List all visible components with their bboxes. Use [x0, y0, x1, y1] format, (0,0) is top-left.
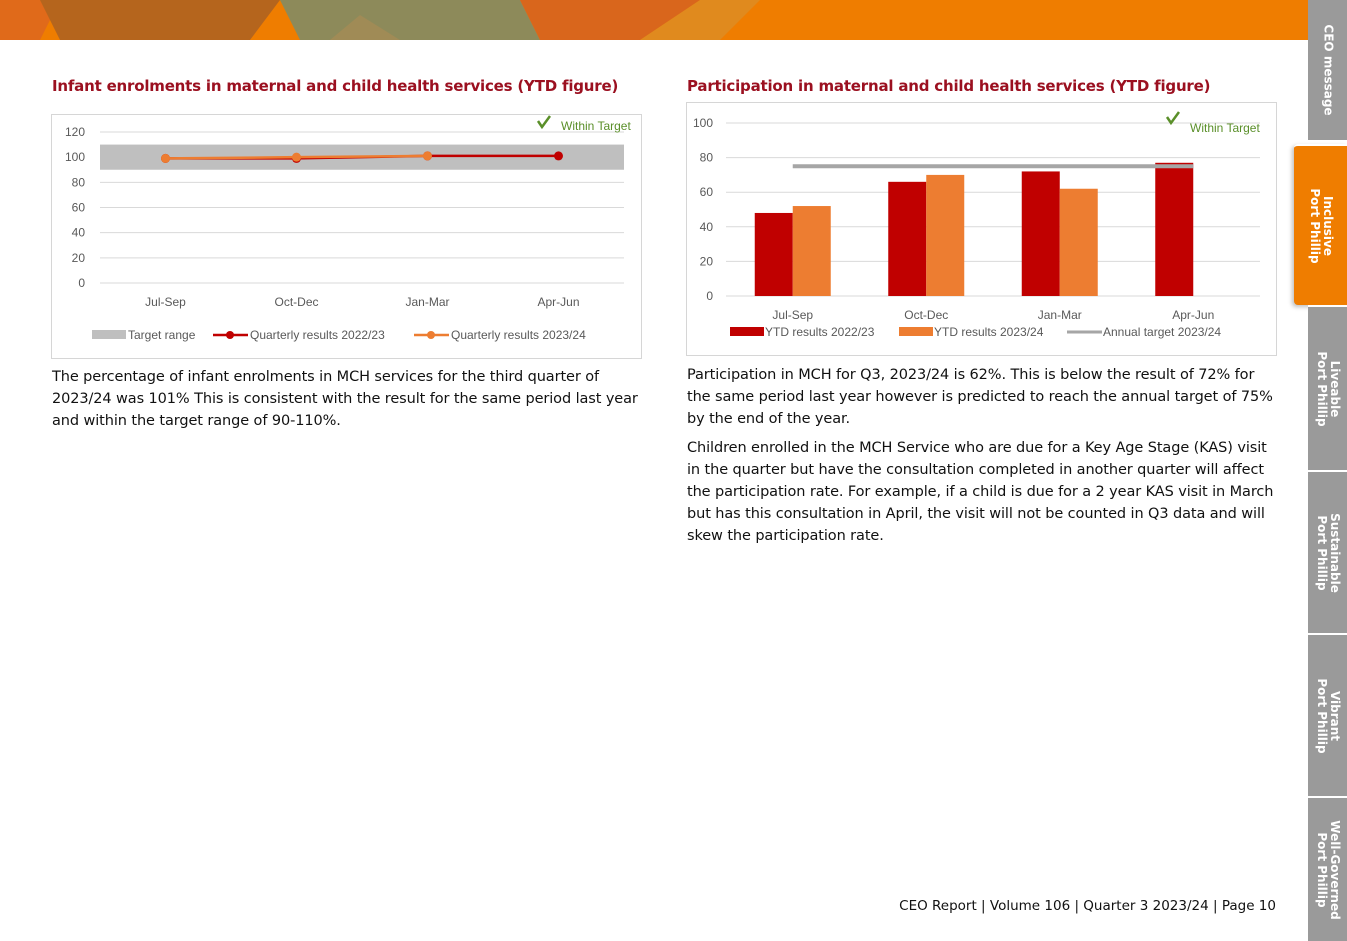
tab-liveable-port-phillip[interactable]: Liveable Port Phillip [1308, 305, 1347, 470]
x-tick-label: Apr-Jun [537, 295, 579, 309]
check-icon [1165, 111, 1181, 126]
participation-note: Children enrolled in the MCH Service who… [687, 440, 1274, 544]
left-paragraph: The percentage of infant enrolments in M… [52, 366, 642, 439]
x-tick-label: Oct-Dec [274, 295, 318, 309]
tab-ceo-message-label: CEO message [1321, 24, 1335, 116]
tab-liveable-label: Liveable Port Phillip [1314, 350, 1342, 427]
x-tick-label: Jul-Sep [772, 308, 813, 322]
tab-well-governed-label: Well-Governed Port Phillip [1314, 819, 1342, 920]
data-point [292, 152, 301, 162]
bar-series-2 [926, 174, 965, 296]
bar-series-2 [1059, 188, 1098, 296]
left-chart-title: Infant enrolments in maternal and child … [52, 77, 619, 95]
y-tick-label: 20 [700, 254, 714, 268]
legend-swatch-target-range [92, 330, 126, 339]
participation-description: Participation in MCH for Q3, 2023/24 is … [687, 367, 1273, 427]
tab-sustainable-label: Sustainable Port Phillip [1314, 512, 1342, 593]
bar-series-1 [754, 212, 793, 296]
enrolments-chart-svg: 0 20 40 60 80 100 120 Jul-Sep Oct-Dec Jan-Mar Apr-… [65, 115, 631, 342]
header-banner [0, 0, 1310, 40]
y-tick-label: 80 [72, 175, 86, 189]
page-footer: CEO Report | Volume 106 | Quarter 3 2023… [899, 898, 1276, 914]
section-tabs: CEO message Inclusive Port Phillip Liveab… [1294, 0, 1347, 941]
x-tick-label: Apr-Jun [1172, 308, 1214, 322]
legend-label: Annual target 2023/24 [1103, 325, 1221, 339]
y-tick-label: 0 [78, 276, 85, 290]
right-chart-title: Participation in maternal and child heal… [687, 77, 1211, 95]
tab-vibrant-port-phillip[interactable]: Vibrant Port Phillip [1308, 633, 1347, 796]
tab-inclusive-label: Inclusive Port Phillip [1307, 187, 1335, 264]
bar-series-1 [1155, 162, 1194, 296]
tab-inclusive-port-phillip[interactable]: Inclusive Port Phillip [1294, 144, 1347, 305]
bar-series-1 [888, 181, 927, 296]
y-tick-label: 60 [700, 185, 714, 199]
x-tick-label: Oct-Dec [904, 308, 948, 322]
y-tick-label: 80 [700, 151, 714, 165]
y-tick-label: 40 [700, 220, 714, 234]
legend-label: YTD results 2023/24 [934, 325, 1044, 339]
participation-chart: 0 20 40 60 80 100 Jul-Sep Oct-Dec Jan-Mar Apr-Jun… [686, 102, 1277, 356]
y-tick-label: 100 [693, 116, 713, 130]
legend-label: YTD results 2022/23 [765, 325, 875, 339]
y-tick-label: 20 [72, 251, 86, 265]
right-paragraphs: Participation in MCH for Q3, 2023/24 is … [687, 364, 1279, 554]
bar-series-1 [1021, 171, 1060, 296]
y-tick-label: 60 [72, 201, 86, 215]
data-point [161, 153, 170, 163]
y-tick-label: 120 [65, 125, 85, 139]
tab-vibrant-label: Vibrant Port Phillip [1314, 677, 1342, 754]
status-label: Within Target [561, 119, 631, 133]
y-tick-label: 0 [706, 289, 713, 303]
tab-well-governed-port-phillip[interactable]: Well-Governed Port Phillip [1308, 796, 1347, 941]
bar-series-2 [792, 206, 831, 296]
check-icon [536, 115, 552, 130]
enrolments-description: The percentage of infant enrolments in M… [52, 369, 638, 429]
data-point [554, 151, 563, 161]
tab-sustainable-port-phillip[interactable]: Sustainable Port Phillip [1308, 470, 1347, 633]
legend-label: Quarterly results 2023/24 [451, 328, 586, 342]
y-tick-label: 40 [72, 226, 86, 240]
participation-chart-svg: 0 20 40 60 80 100 Jul-Sep Oct-Dec Jan-Mar Apr-Jun… [693, 111, 1260, 339]
legend-swatch-series-1 [730, 327, 764, 336]
legend-label: Quarterly results 2022/23 [250, 328, 385, 342]
banner-graphic [0, 0, 1310, 40]
data-point [423, 151, 432, 161]
tab-ceo-message[interactable]: CEO message [1308, 0, 1347, 140]
x-tick-label: Jul-Sep [145, 295, 186, 309]
legend-marker-series-2 [427, 331, 435, 339]
legend-label: Target range [128, 328, 196, 342]
y-tick-label: 100 [65, 150, 85, 164]
x-tick-label: Jan-Mar [405, 295, 449, 309]
legend-swatch-series-2 [899, 327, 933, 336]
enrolments-chart: 0 20 40 60 80 100 120 Jul-Sep Oct-Dec Jan-Mar Apr-… [51, 114, 642, 359]
x-tick-label: Jan-Mar [1038, 308, 1082, 322]
legend-marker-series-1 [226, 331, 234, 339]
status-label: Within Target [1190, 121, 1260, 135]
